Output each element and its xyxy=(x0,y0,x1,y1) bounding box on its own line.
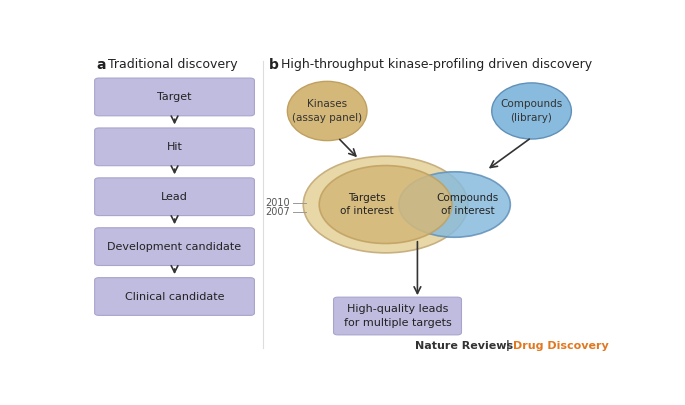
Text: High-quality leads
for multiple targets: High-quality leads for multiple targets xyxy=(344,305,451,328)
Text: a: a xyxy=(96,58,105,72)
Ellipse shape xyxy=(492,83,571,139)
Text: Drug Discovery: Drug Discovery xyxy=(513,341,609,351)
Text: Lead: Lead xyxy=(161,192,188,202)
Ellipse shape xyxy=(288,81,367,141)
Circle shape xyxy=(399,172,510,237)
FancyBboxPatch shape xyxy=(95,78,254,116)
Text: b: b xyxy=(269,58,279,72)
FancyBboxPatch shape xyxy=(95,178,254,215)
Text: Clinical candidate: Clinical candidate xyxy=(125,292,224,301)
FancyBboxPatch shape xyxy=(334,297,462,335)
FancyBboxPatch shape xyxy=(95,228,254,266)
Text: Targets
of interest: Targets of interest xyxy=(340,193,394,216)
Text: 2010: 2010 xyxy=(265,198,290,208)
Text: Compounds
(library): Compounds (library) xyxy=(501,99,562,123)
Text: Compounds
of interest: Compounds of interest xyxy=(437,193,499,216)
Circle shape xyxy=(319,166,452,243)
Text: Hit: Hit xyxy=(166,142,182,152)
Text: 2007: 2007 xyxy=(265,207,290,217)
Text: Nature Reviews: Nature Reviews xyxy=(414,341,513,351)
Text: |: | xyxy=(502,340,514,351)
Text: Kinases
(assay panel): Kinases (assay panel) xyxy=(292,99,362,123)
FancyBboxPatch shape xyxy=(95,278,254,315)
Text: Development candidate: Development candidate xyxy=(108,242,242,252)
FancyBboxPatch shape xyxy=(95,128,254,166)
Circle shape xyxy=(303,156,468,253)
Text: Traditional discovery: Traditional discovery xyxy=(104,58,238,71)
Text: Target: Target xyxy=(158,92,192,102)
Text: High-throughput kinase-profiling driven discovery: High-throughput kinase-profiling driven … xyxy=(277,58,592,71)
